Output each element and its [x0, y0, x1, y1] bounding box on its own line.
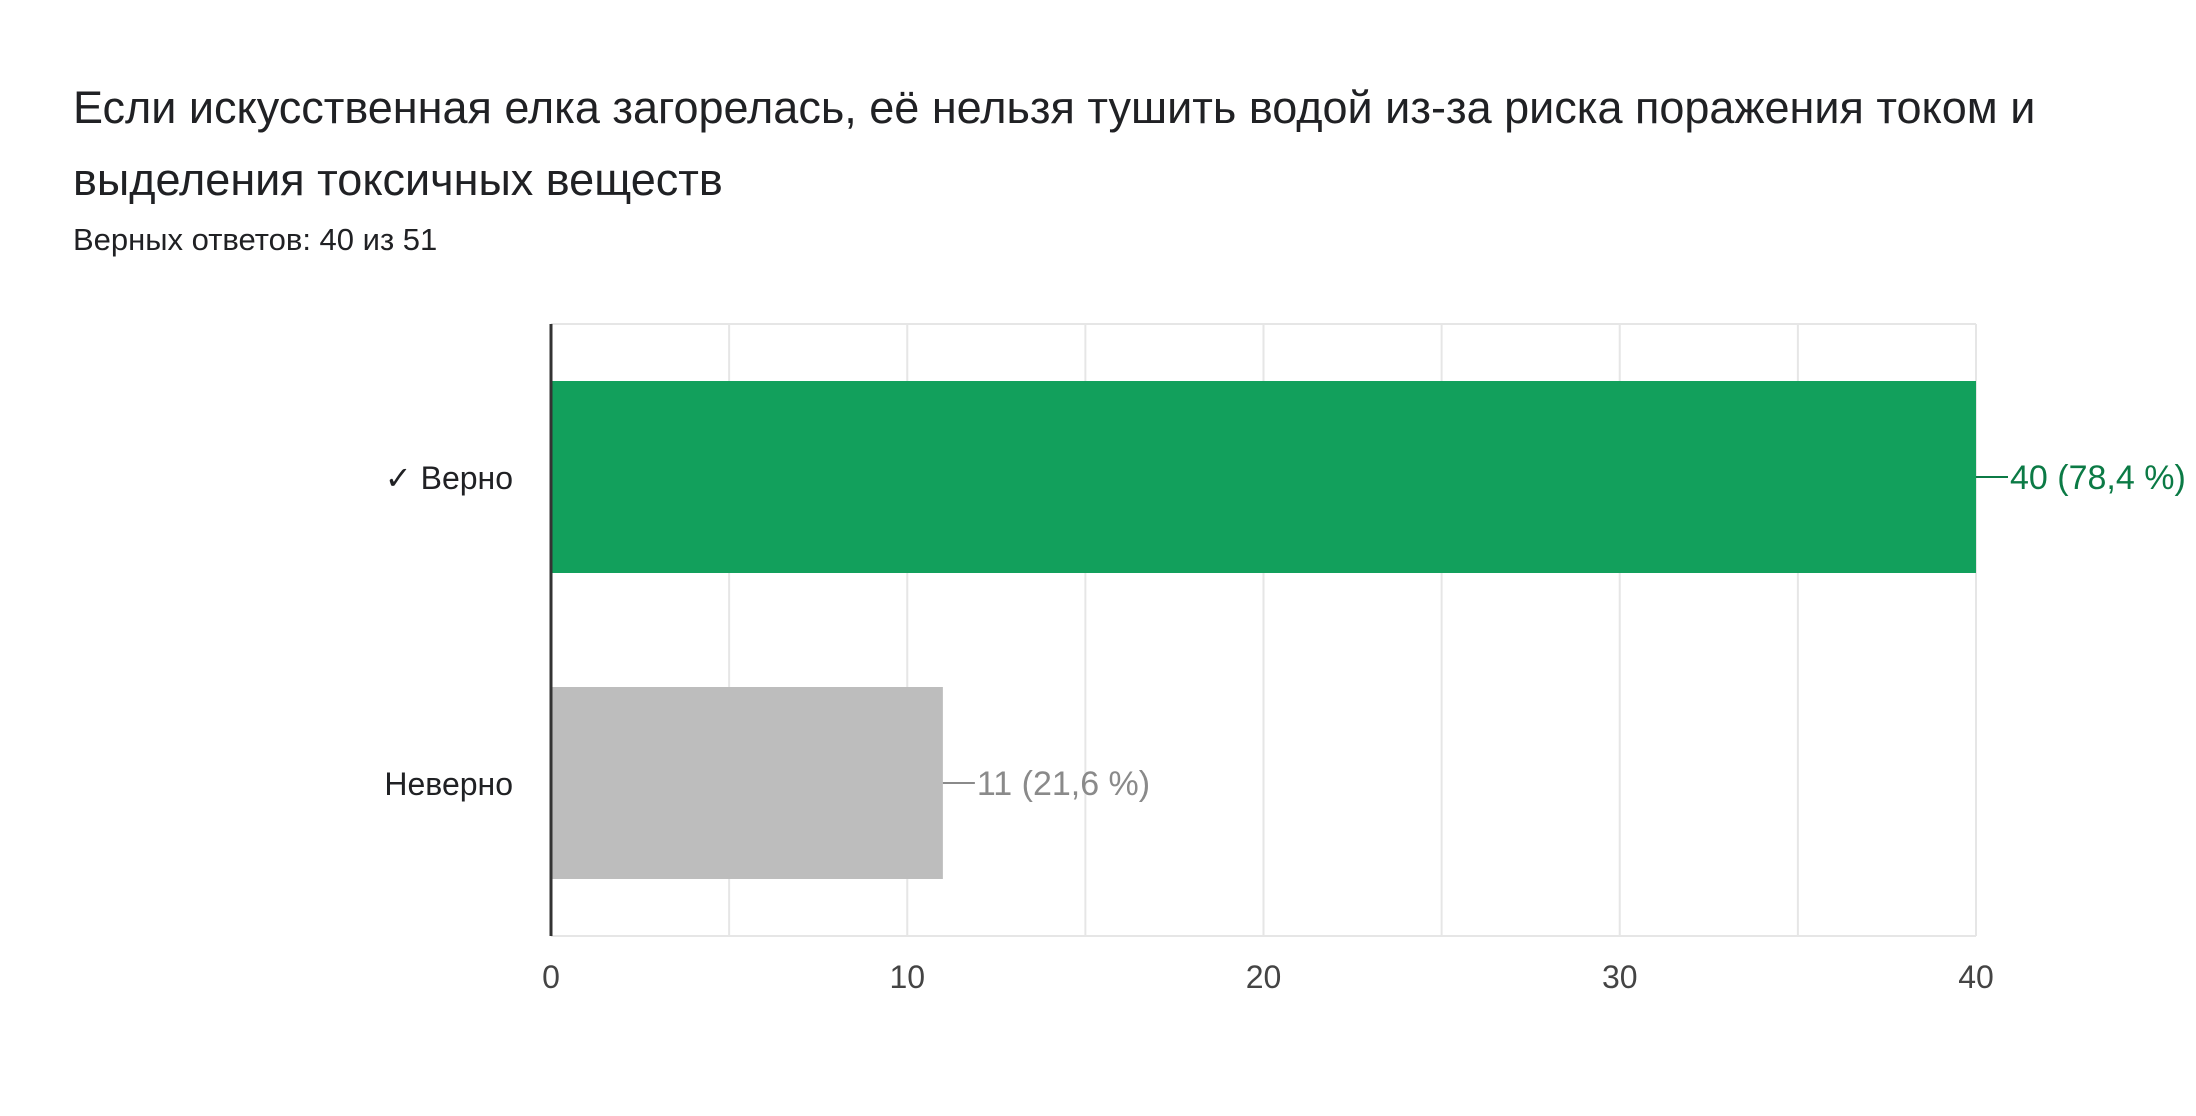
x-tick-label-2: 20 [1246, 959, 1282, 995]
data-label-1: 11 (21,6 %) [977, 765, 1150, 803]
bar-1 [551, 687, 943, 879]
labels: ✓ Верно 40 (78,4 %) Неверно 11 (21,6 %) [384, 459, 2185, 803]
x-tick-label-0: 0 [542, 959, 560, 995]
axes: 0 10 20 30 40 [542, 324, 1994, 995]
category-label-1: Неверно [384, 766, 513, 802]
x-tick-label-3: 30 [1602, 959, 1638, 995]
bars [551, 381, 1976, 879]
category-label-0: ✓ Верно [385, 460, 513, 496]
bar-0 [551, 381, 1976, 573]
question-title: Если искусственная елка загорелась, её н… [73, 82, 2036, 205]
score-summary: Верных ответов: 40 из 51 [73, 222, 438, 257]
data-label-0: 40 (78,4 %) [2010, 459, 2186, 497]
x-tick-label-1: 10 [889, 959, 925, 995]
x-tick-label-4: 40 [1958, 959, 1994, 995]
